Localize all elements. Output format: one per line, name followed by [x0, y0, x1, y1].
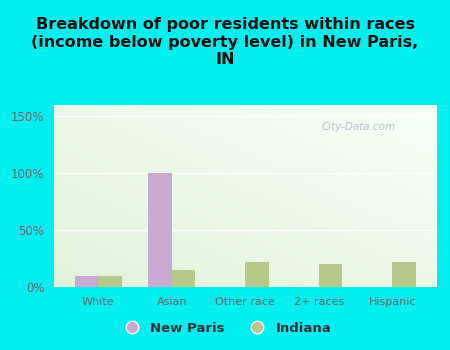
Bar: [392, 262, 416, 287]
Legend: New Paris, Indiana: New Paris, Indiana: [113, 316, 337, 340]
Bar: [319, 264, 342, 287]
Text: City-Data.com: City-Data.com: [322, 122, 396, 132]
Bar: [172, 270, 195, 287]
Bar: [148, 173, 172, 287]
Bar: [245, 262, 269, 287]
Bar: [75, 276, 98, 287]
Text: Breakdown of poor residents within races
(income below poverty level) in New Par: Breakdown of poor residents within races…: [32, 18, 419, 67]
Bar: [98, 276, 122, 287]
